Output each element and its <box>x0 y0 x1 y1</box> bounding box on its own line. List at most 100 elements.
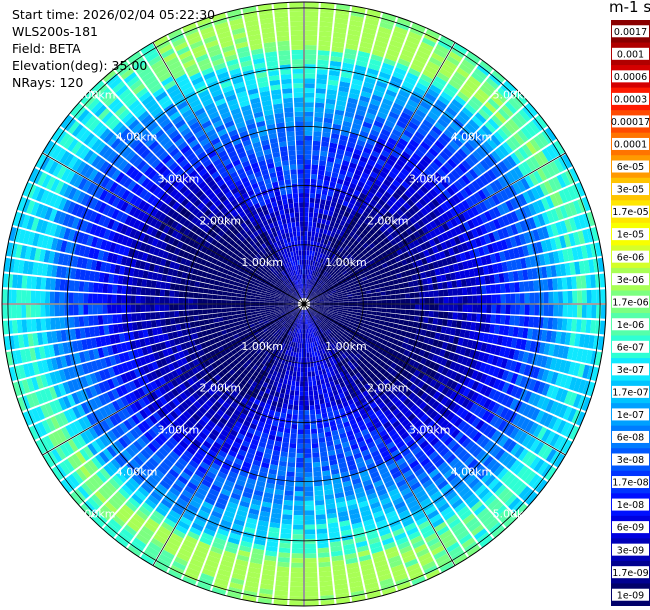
range-gate <box>318 394 324 400</box>
range-gate <box>473 68 488 80</box>
range-gate <box>309 400 315 406</box>
range-gate <box>443 59 458 71</box>
range-gate <box>538 292 544 304</box>
range-gate <box>313 265 317 271</box>
range-gate <box>357 50 371 59</box>
range-gate <box>332 310 338 313</box>
range-gate <box>339 320 345 324</box>
range-gate <box>422 119 434 129</box>
range-gate <box>309 300 315 303</box>
range-gate <box>507 118 520 132</box>
range-gate <box>412 239 420 247</box>
range-gate <box>333 274 339 280</box>
range-gate <box>462 261 469 270</box>
range-gate <box>446 281 453 289</box>
range-gate <box>352 277 358 282</box>
range-gate <box>348 256 355 262</box>
range-gate <box>389 317 395 323</box>
range-gate <box>488 365 496 376</box>
range-gate <box>566 276 573 290</box>
range-gate <box>410 117 422 127</box>
range-gate <box>545 163 556 177</box>
range-gate <box>566 318 573 332</box>
range-gate <box>480 342 488 352</box>
range-gate <box>348 136 357 144</box>
range-gate <box>566 248 574 262</box>
range-gate <box>356 104 368 112</box>
range-gate <box>415 109 427 119</box>
range-gate <box>557 156 569 171</box>
range-gate <box>340 71 353 79</box>
range-gate <box>443 161 454 172</box>
range-gate <box>506 212 515 225</box>
range-gate <box>484 101 497 114</box>
range-gate <box>541 266 548 279</box>
range-gate <box>399 53 413 63</box>
range-gate <box>471 115 484 127</box>
range-gate <box>338 247 344 253</box>
range-gate <box>514 315 520 326</box>
range-gate <box>569 425 580 441</box>
range-gate <box>557 304 564 317</box>
range-gate <box>304 121 313 127</box>
range-gate <box>503 250 511 261</box>
range-gate <box>484 275 491 285</box>
range-gate <box>315 277 319 283</box>
range-gate <box>481 295 487 304</box>
range-gate <box>523 316 530 327</box>
range-gate <box>442 289 449 297</box>
range-gate <box>450 371 458 380</box>
range-gate <box>342 310 348 314</box>
range-gate <box>335 13 349 20</box>
range-gate <box>284 495 294 501</box>
range-gate <box>350 274 357 280</box>
range-gate <box>437 365 445 374</box>
range-gate <box>378 107 390 116</box>
range-gate <box>362 297 368 301</box>
range-gate <box>316 261 320 268</box>
range-gate <box>425 223 433 232</box>
range-gate <box>304 367 308 373</box>
range-gate <box>442 281 448 289</box>
range-gate <box>312 260 316 266</box>
range-gate <box>470 95 484 108</box>
range-gate <box>391 150 401 159</box>
range-gate <box>317 213 323 219</box>
range-gate <box>537 368 545 381</box>
range-gate <box>314 300 320 303</box>
range-gate <box>308 385 313 392</box>
range-gate <box>391 204 400 212</box>
range-gate <box>427 247 435 256</box>
range-gate <box>425 344 433 352</box>
range-gate <box>386 299 392 304</box>
range-gate <box>324 306 329 308</box>
range-gate <box>290 567 304 573</box>
range-gate <box>481 105 494 117</box>
range-gate <box>326 256 331 262</box>
range-gate <box>358 46 372 54</box>
range-gate <box>427 88 440 99</box>
range-gate <box>304 434 311 439</box>
range-gate <box>314 305 320 307</box>
range-gate <box>292 356 296 362</box>
range-gate <box>406 275 413 282</box>
range-gate <box>424 304 430 311</box>
range-gate <box>375 115 386 124</box>
range-gate <box>327 151 336 158</box>
range-gate <box>458 110 471 122</box>
range-gate <box>296 376 300 382</box>
range-gate <box>392 279 399 285</box>
range-gate <box>568 232 576 247</box>
range-gate <box>434 121 446 132</box>
range-gate <box>456 91 470 103</box>
range-gate <box>304 467 313 473</box>
range-gate <box>504 121 516 135</box>
range-gate <box>486 294 492 304</box>
range-gate <box>470 391 480 402</box>
range-gate <box>282 379 288 385</box>
range-gate <box>337 144 346 151</box>
range-gate <box>363 267 369 273</box>
range-gate <box>474 394 484 405</box>
range-gate <box>572 200 582 215</box>
range-gate <box>403 282 409 288</box>
